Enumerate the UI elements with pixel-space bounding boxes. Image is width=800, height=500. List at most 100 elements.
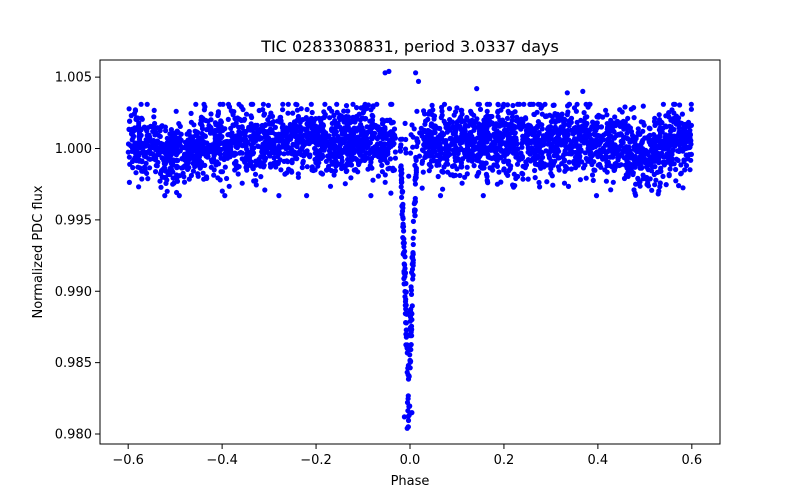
y-tick-label: 0.985: [55, 356, 92, 371]
data-point: [675, 139, 681, 145]
data-point: [409, 410, 415, 416]
data-point: [532, 175, 538, 181]
data-point: [388, 101, 394, 107]
data-point: [225, 101, 232, 107]
data-point: [577, 134, 584, 140]
data-point: [590, 177, 596, 183]
data-point: [458, 160, 464, 166]
data-point: [464, 144, 471, 150]
data-point: [446, 147, 452, 153]
data-point: [218, 169, 224, 175]
data-point: [613, 144, 620, 150]
data-point: [677, 120, 683, 126]
data-point: [443, 142, 449, 148]
data-point: [328, 136, 334, 142]
data-point: [532, 132, 538, 138]
data-point: [407, 325, 413, 331]
data-point: [663, 123, 669, 129]
data-point: [329, 120, 335, 126]
data-point: [300, 158, 306, 164]
data-point: [387, 117, 393, 123]
data-point: [369, 112, 375, 118]
data-point: [554, 142, 560, 148]
data-point: [339, 154, 345, 161]
data-point: [299, 164, 305, 171]
data-point: [621, 155, 627, 161]
data-point: [355, 126, 361, 132]
data-point: [475, 124, 481, 130]
data-point: [201, 107, 207, 113]
data-point: [498, 148, 504, 154]
data-point: [333, 159, 339, 165]
data-point: [408, 342, 414, 348]
data-point: [520, 176, 526, 182]
data-point: [530, 101, 536, 107]
data-point: [519, 144, 525, 150]
data-point: [349, 119, 355, 125]
data-point: [316, 115, 322, 121]
data-point: [431, 116, 437, 122]
data-point: [410, 218, 416, 224]
data-point: [239, 180, 245, 186]
data-point: [186, 156, 192, 162]
data-point: [236, 164, 242, 170]
data-point: [223, 139, 229, 145]
data-point: [277, 150, 283, 156]
data-point: [400, 216, 406, 222]
data-point: [309, 125, 315, 131]
data-point: [571, 125, 578, 131]
data-point: [401, 281, 407, 287]
data-point: [382, 147, 388, 153]
data-point: [658, 165, 664, 171]
data-point: [538, 159, 544, 165]
data-point: [253, 182, 259, 188]
data-point: [525, 137, 531, 143]
data-point: [420, 169, 426, 175]
data-point: [530, 148, 536, 154]
data-point: [434, 162, 440, 168]
data-point: [409, 261, 415, 267]
data-point: [319, 152, 325, 158]
data-point: [413, 169, 419, 175]
data-point: [168, 138, 174, 144]
data-point: [617, 120, 623, 126]
x-tick-label: 0.4: [588, 453, 609, 468]
data-point: [414, 143, 420, 150]
data-point: [574, 144, 580, 150]
data-point: [611, 135, 617, 141]
data-point: [153, 162, 159, 169]
data-point: [582, 162, 588, 168]
data-point: [657, 132, 663, 138]
data-point: [476, 158, 482, 164]
data-point: [681, 159, 687, 165]
data-point: [432, 123, 438, 129]
data-point: [397, 144, 404, 150]
data-point: [587, 158, 593, 165]
data-point: [660, 173, 666, 179]
data-point: [573, 149, 579, 156]
data-point: [342, 181, 348, 187]
data-point: [165, 143, 171, 149]
data-point: [128, 127, 135, 133]
data-point: [423, 118, 429, 124]
data-point: [304, 164, 310, 170]
data-point: [464, 164, 470, 170]
data-point: [299, 146, 305, 152]
data-point: [674, 133, 680, 139]
data-point: [409, 269, 415, 276]
data-point: [308, 118, 314, 124]
data-point: [190, 134, 196, 140]
data-point: [225, 116, 231, 122]
x-tick-label: 0.0: [400, 453, 421, 468]
data-point: [185, 137, 191, 143]
data-point: [290, 141, 296, 147]
data-point: [487, 165, 493, 171]
data-point: [404, 345, 410, 351]
data-point: [415, 78, 422, 84]
data-point: [418, 125, 424, 131]
data-point: [670, 147, 676, 153]
data-point: [413, 70, 419, 76]
data-point: [356, 111, 362, 117]
data-point: [549, 173, 555, 179]
data-point: [471, 163, 477, 169]
